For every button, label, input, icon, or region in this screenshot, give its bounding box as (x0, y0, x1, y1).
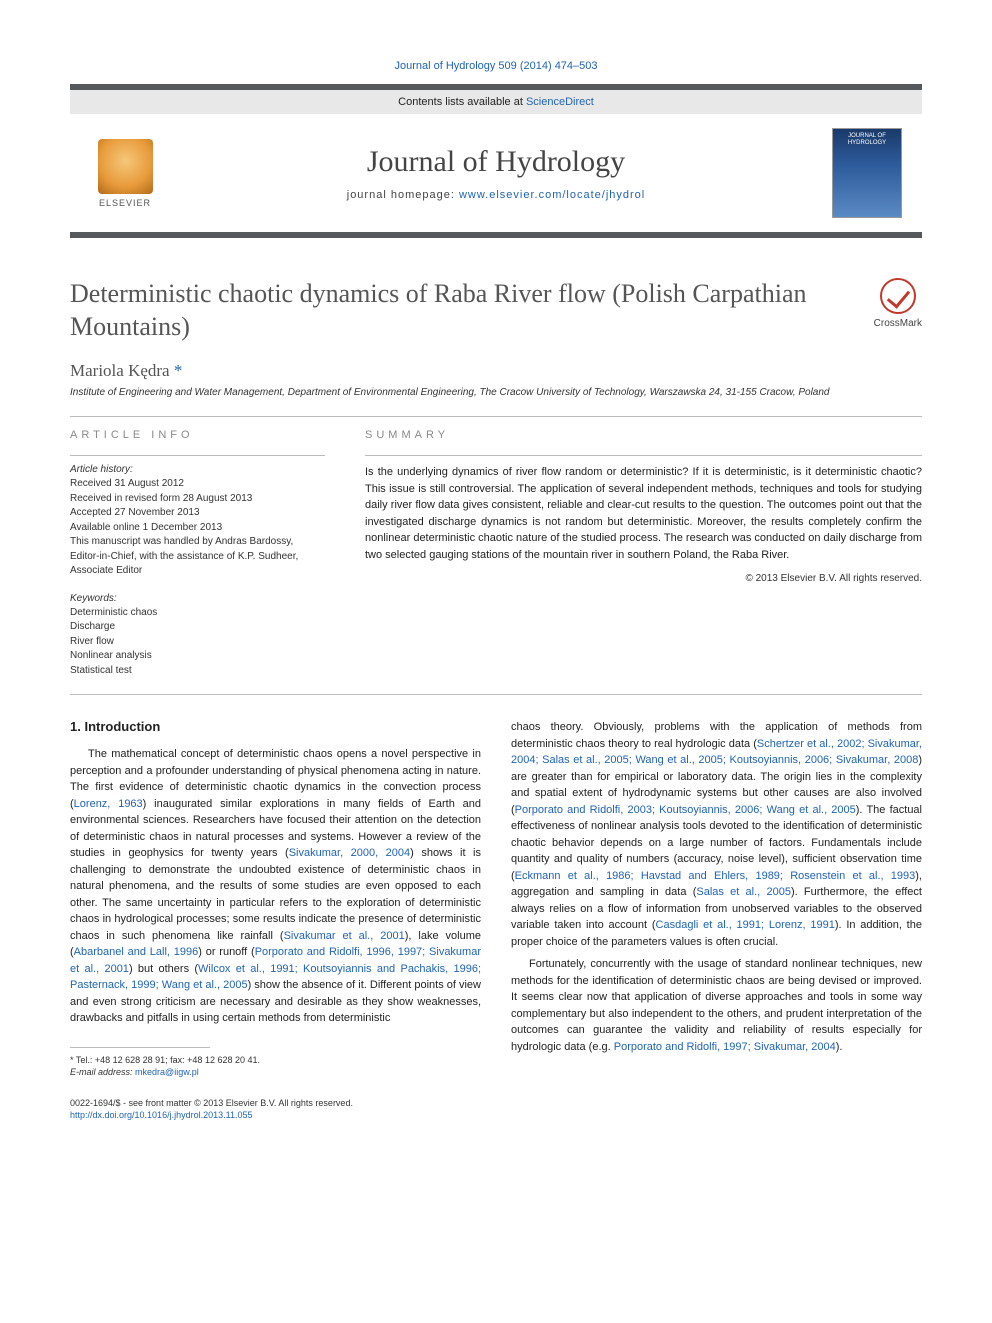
citation-link[interactable]: Sivakumar et al., 2001 (284, 930, 405, 942)
article-info-label: ARTICLE INFO (70, 429, 325, 441)
author-line: Mariola Kędra * (70, 361, 922, 381)
history-line: Accepted 27 November 2013 (70, 506, 325, 521)
affiliation: Institute of Engineering and Water Manag… (70, 387, 922, 398)
keyword: Discharge (70, 620, 325, 635)
cover-text-top: JOURNAL OF (848, 133, 886, 140)
corresponding-email: E-mail address: mkedra@iigw.pl (70, 1066, 481, 1079)
divider (70, 416, 922, 417)
section-heading: 1. Introduction (70, 719, 481, 734)
elsevier-logo: ELSEVIER (90, 133, 160, 213)
author-corresponding-marker[interactable]: * (174, 361, 183, 380)
elsevier-label: ELSEVIER (99, 198, 151, 208)
doi-link[interactable]: http://dx.doi.org/10.1016/j.jhydrol.2013… (70, 1110, 252, 1120)
body-paragraph: The mathematical concept of deterministi… (70, 746, 481, 1027)
citation-link[interactable]: Eckmann et al., 1986; Havstad and Ehlers… (515, 870, 916, 882)
email-link[interactable]: mkedra@iigw.pl (135, 1067, 199, 1077)
keyword: River flow (70, 635, 325, 650)
crossmark-label: CrossMark (874, 318, 922, 329)
front-matter-line: 0022-1694/$ - see front matter © 2013 El… (70, 1097, 922, 1122)
divider (365, 455, 922, 456)
elsevier-tree-icon (98, 139, 153, 194)
divider (70, 455, 325, 456)
footnote-rule (70, 1047, 210, 1048)
keyword: Statistical test (70, 664, 325, 679)
keyword: Nonlinear analysis (70, 649, 325, 664)
crossmark-badge[interactable]: CrossMark (874, 278, 922, 329)
sciencedirect-link[interactable]: ScienceDirect (526, 96, 594, 108)
contents-prefix: Contents lists available at (398, 96, 526, 108)
cover-text-bottom: HYDROLOGY (848, 140, 886, 147)
citation-link[interactable]: Porporato and Ridolfi, 2003; Koutsoyiann… (515, 804, 856, 816)
journal-name: Journal of Hydrology (160, 145, 832, 179)
history-head: Article history: (70, 464, 325, 475)
article-title: Deterministic chaotic dynamics of Raba R… (70, 278, 854, 343)
crossmark-icon (880, 278, 916, 314)
contents-line: Contents lists available at ScienceDirec… (70, 90, 922, 114)
body-paragraph: chaos theory. Obviously, problems with t… (511, 719, 922, 950)
author-name: Mariola Kędra (70, 361, 170, 380)
journal-cover-thumb: JOURNAL OF HYDROLOGY (832, 128, 902, 218)
keyword: Deterministic chaos (70, 606, 325, 621)
header-citation: Journal of Hydrology 509 (2014) 474–503 (70, 60, 922, 72)
body-paragraph: Fortunately, concurrently with the usage… (511, 956, 922, 1055)
citation-link[interactable]: Lorenz, 1963 (74, 798, 143, 810)
citation-link[interactable]: Sivakumar, 2000, 2004 (289, 847, 410, 859)
summary-copyright: © 2013 Elsevier B.V. All rights reserved… (365, 573, 922, 584)
history-line: Received 31 August 2012 (70, 477, 325, 492)
summary-label: SUMMARY (365, 429, 922, 441)
citation-link[interactable]: Salas et al., 2005 (696, 886, 791, 898)
citation-link[interactable]: Abarbanel and Lall, 1996 (74, 946, 199, 958)
history-line: Received in revised form 28 August 2013 (70, 492, 325, 507)
summary-text: Is the underlying dynamics of river flow… (365, 464, 922, 563)
divider (70, 694, 922, 695)
history-line: This manuscript was handled by Andras Ba… (70, 535, 325, 579)
email-label: E-mail address: (70, 1067, 133, 1077)
history-line: Available online 1 December 2013 (70, 521, 325, 536)
homepage-prefix: journal homepage: (347, 189, 459, 201)
homepage-link[interactable]: www.elsevier.com/locate/jhydrol (459, 189, 645, 201)
keywords-head: Keywords: (70, 593, 325, 604)
journal-banner: Contents lists available at ScienceDirec… (70, 84, 922, 238)
issn-line: 0022-1694/$ - see front matter © 2013 El… (70, 1097, 922, 1110)
corresponding-tel: * Tel.: +48 12 628 28 91; fax: +48 12 62… (70, 1054, 481, 1067)
journal-homepage: journal homepage: www.elsevier.com/locat… (160, 189, 832, 201)
citation-link[interactable]: Porporato and Ridolfi, 1997; Sivakumar, … (614, 1041, 836, 1053)
citation-link[interactable]: Casdagli et al., 1991; Lorenz, 1991 (656, 919, 835, 931)
